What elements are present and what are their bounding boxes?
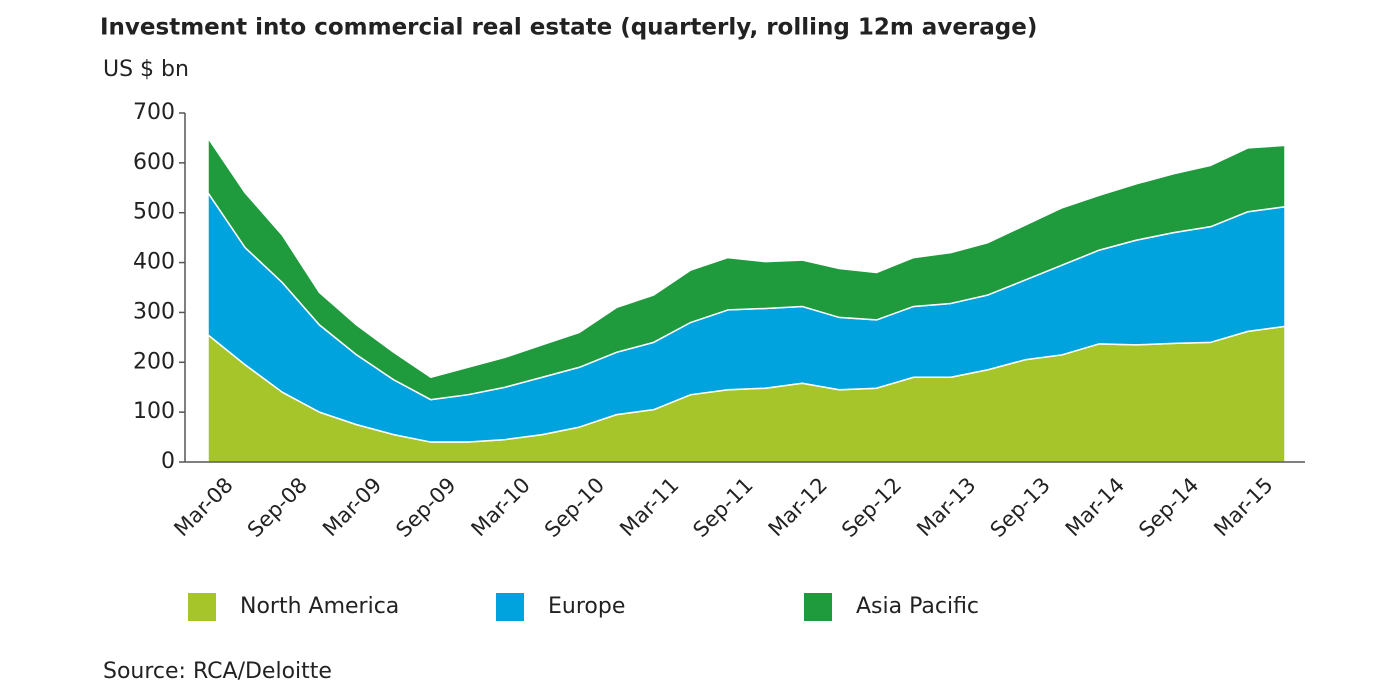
legend-swatch xyxy=(188,593,216,621)
y-tick-label: 100 xyxy=(133,399,175,424)
x-tick-label: Mar-15 xyxy=(1209,473,1277,541)
y-tick-label: 500 xyxy=(133,200,175,225)
x-tick-label: Mar-11 xyxy=(615,473,683,541)
legend-swatch xyxy=(496,593,524,621)
x-tick-label: Sep-10 xyxy=(540,473,609,542)
x-tick-label: Mar-08 xyxy=(169,473,237,541)
x-tick-label: Sep-09 xyxy=(391,473,460,542)
y-tick-label: 400 xyxy=(133,250,175,275)
legend-label: Europe xyxy=(548,594,625,619)
legend-label: North America xyxy=(240,594,399,619)
y-tick-label: 0 xyxy=(161,449,175,474)
x-tick-label: Sep-11 xyxy=(688,473,757,542)
x-tick-label: Sep-13 xyxy=(986,473,1055,542)
legend-label: Asia Pacific xyxy=(856,594,979,619)
x-tick-label: Sep-12 xyxy=(837,473,906,542)
y-tick-label: 700 xyxy=(133,100,175,125)
area xyxy=(207,137,1286,401)
x-tick-label: Mar-10 xyxy=(467,473,535,541)
chart-title: Investment into commercial real estate (… xyxy=(100,15,1037,41)
x-tick-label: Sep-08 xyxy=(243,473,312,542)
x-tick-label: Mar-09 xyxy=(318,473,386,541)
source: Source: RCA/Deloitte xyxy=(103,659,332,684)
x-tick-label: Mar-14 xyxy=(1061,473,1129,541)
y-axis-label: US $ bn xyxy=(103,57,189,82)
x-tick-label: Mar-12 xyxy=(764,473,832,541)
legend-swatch xyxy=(804,593,832,621)
y-tick-label: 300 xyxy=(133,299,175,324)
y-tick-label: 600 xyxy=(133,150,175,175)
y-tick-label: 200 xyxy=(133,349,175,374)
x-tick-label: Mar-13 xyxy=(912,473,980,541)
x-tick-label: Sep-14 xyxy=(1134,473,1203,542)
